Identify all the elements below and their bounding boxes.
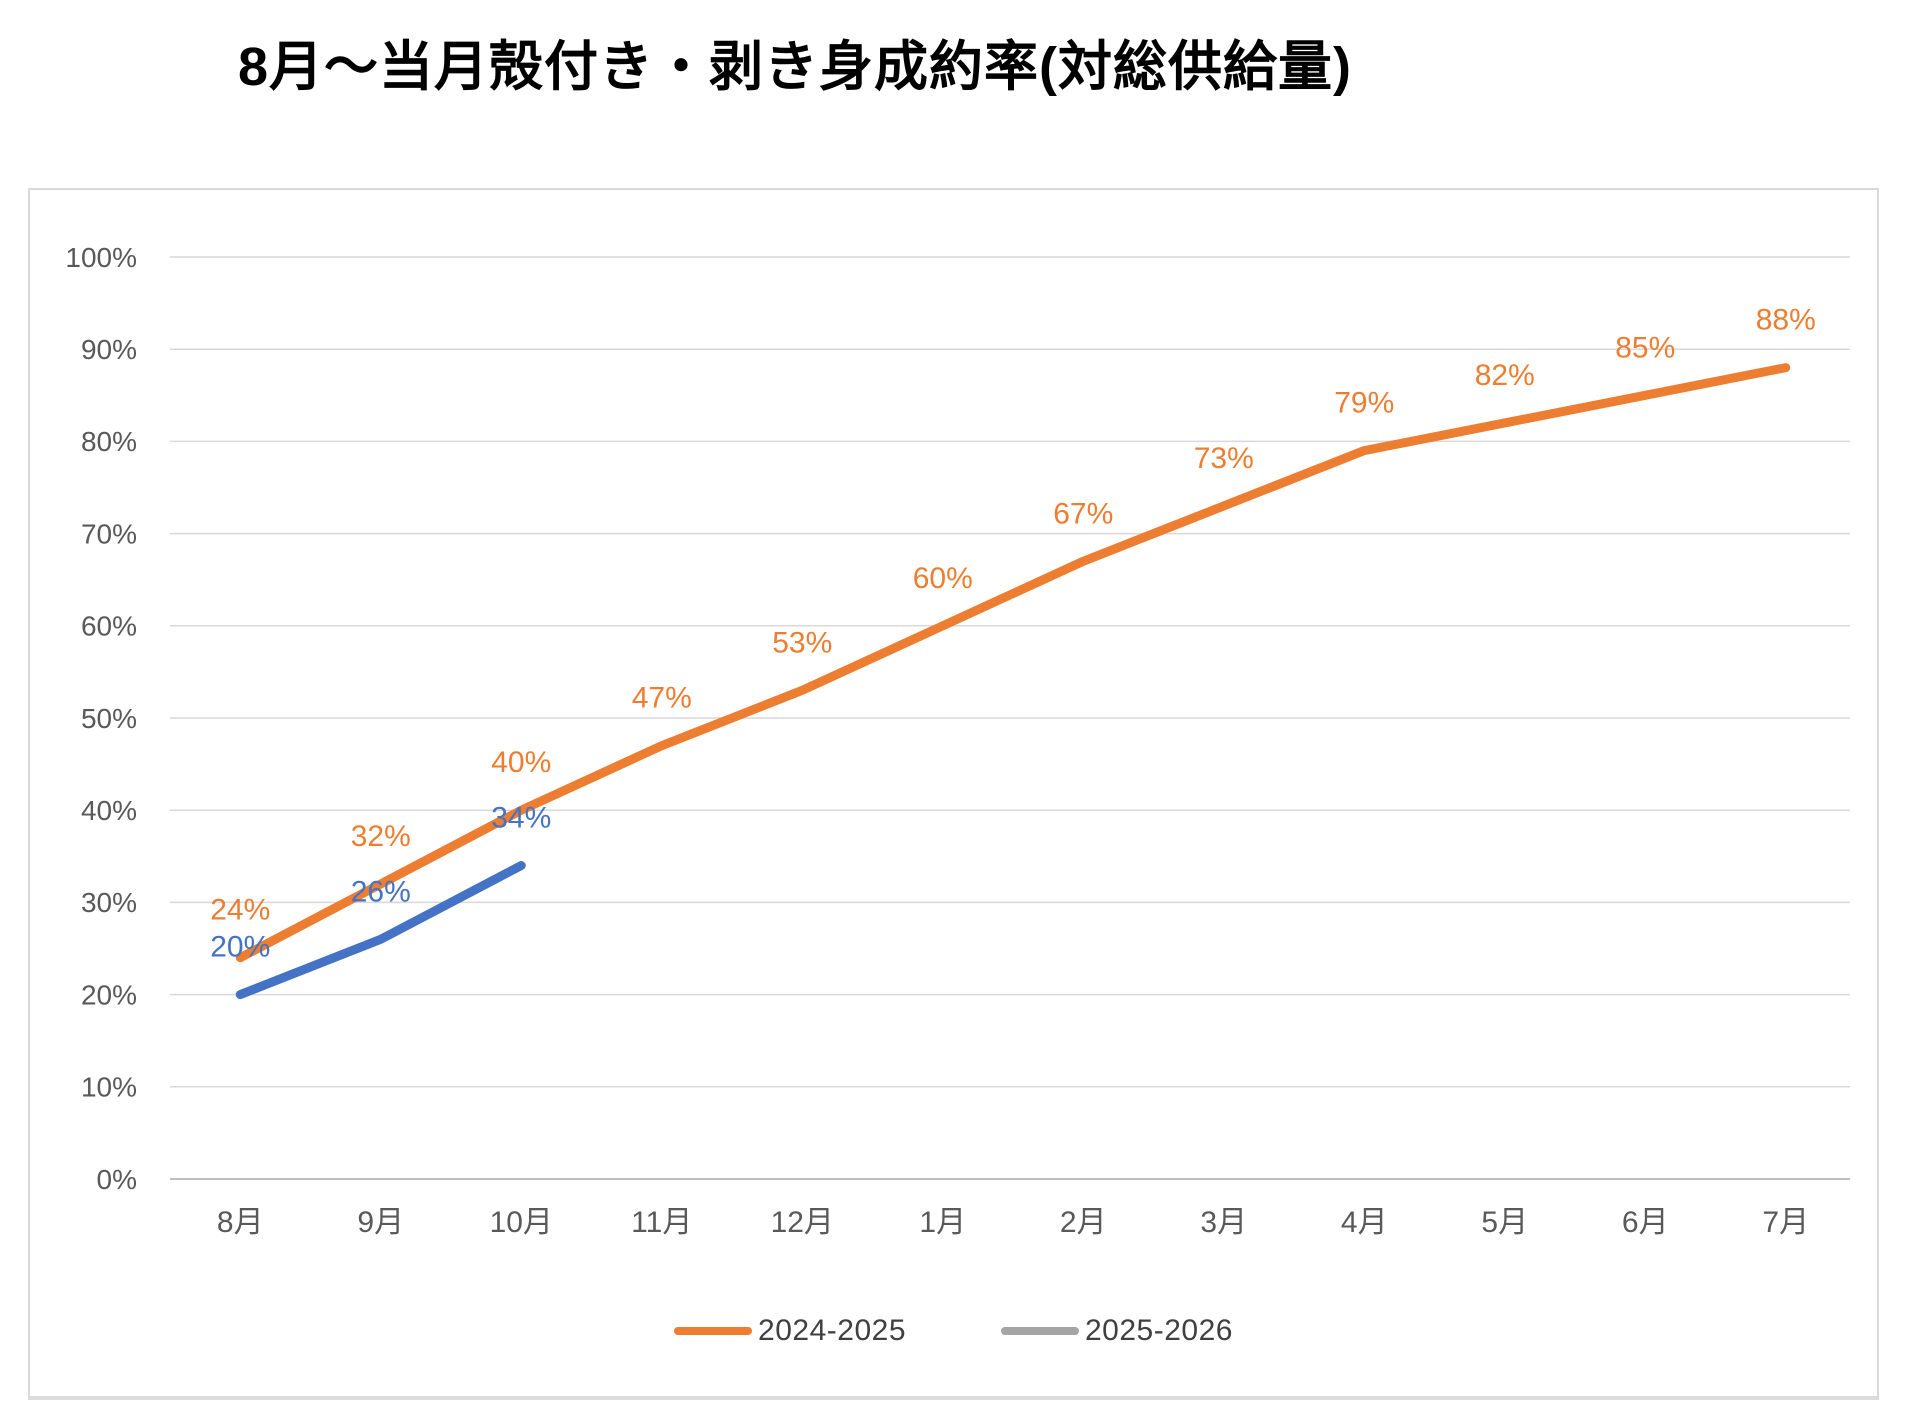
y-tick-label: 0% (97, 1164, 137, 1195)
data-label-2024-2025: 88% (1756, 304, 1816, 337)
data-label-2025-2026: 20% (210, 931, 270, 964)
legend-item-2024-2025: 2024-2025 (674, 1314, 906, 1348)
x-tick-label: 5月 (1481, 1206, 1528, 1239)
data-label-2024-2025: 32% (351, 820, 411, 853)
y-tick-label: 20% (81, 979, 137, 1010)
y-tick-label: 40% (81, 795, 137, 826)
y-tick-label: 90% (81, 334, 137, 365)
x-tick-label: 2月 (1060, 1206, 1107, 1239)
y-tick-label: 80% (81, 426, 137, 457)
legend-label: 2024-2025 (758, 1314, 906, 1347)
x-tick-label: 7月 (1762, 1206, 1809, 1239)
x-tick-label: 11月 (631, 1206, 692, 1239)
x-tick-label: 12月 (771, 1206, 834, 1239)
data-label-2025-2026: 34% (491, 802, 551, 835)
plot-svg: 0% 10% 20% 30% 40% 50% 60% 70% 80% 90% 100% 8月 9月 10月… (65, 242, 1850, 1239)
data-label-2024-2025: 47% (632, 682, 692, 715)
x-tick-label: 9月 (357, 1206, 404, 1239)
data-label-2024-2025: 82% (1475, 359, 1535, 392)
y-tick-label: 30% (81, 887, 137, 918)
legend-swatch-orange-icon (674, 1327, 753, 1335)
series-line-2025-2026 (235, 861, 526, 1000)
x-tick-label: 3月 (1200, 1206, 1247, 1239)
x-tick-label: 4月 (1341, 1206, 1388, 1239)
data-label-2024-2025: 60% (913, 562, 973, 595)
y-tick-label: 10% (81, 1072, 137, 1103)
y-tick-label: 100% (65, 242, 137, 273)
series-line-2024-2025 (235, 363, 1791, 963)
y-tick-label: 70% (81, 518, 137, 549)
data-label-2024-2025: 53% (772, 626, 832, 659)
chart-area: 0% 10% 20% 30% 40% 50% 60% 70% 80% 90% 100% 8月 9月 10月… (28, 188, 1879, 1400)
legend-label: 2025-2026 (1085, 1314, 1233, 1347)
legend: 2024-2025 2025-2026 (30, 1314, 1877, 1348)
x-tick-label: 10月 (490, 1206, 553, 1239)
y-tick-label: 50% (81, 703, 137, 734)
data-label-2024-2025: 73% (1194, 442, 1254, 475)
data-label-2024-2025: 79% (1334, 387, 1394, 420)
y-tick-label: 60% (81, 611, 137, 642)
data-label-2025-2026: 26% (351, 875, 411, 908)
legend-item-2025-2026: 2025-2026 (1001, 1314, 1233, 1348)
x-tick-label: 6月 (1622, 1206, 1669, 1239)
chart-title: 8月〜当月殻付き・剥き身成約率(対総供給量) (238, 37, 1352, 97)
x-tick-label: 1月 (919, 1206, 966, 1239)
legend-swatch-gray-icon (1001, 1327, 1079, 1335)
x-tick-label: 8月 (217, 1206, 264, 1239)
data-label-2024-2025: 24% (210, 894, 270, 927)
data-label-2024-2025: 40% (491, 746, 551, 779)
data-label-2024-2025: 67% (1053, 497, 1113, 530)
data-label-2024-2025: 85% (1615, 331, 1675, 364)
